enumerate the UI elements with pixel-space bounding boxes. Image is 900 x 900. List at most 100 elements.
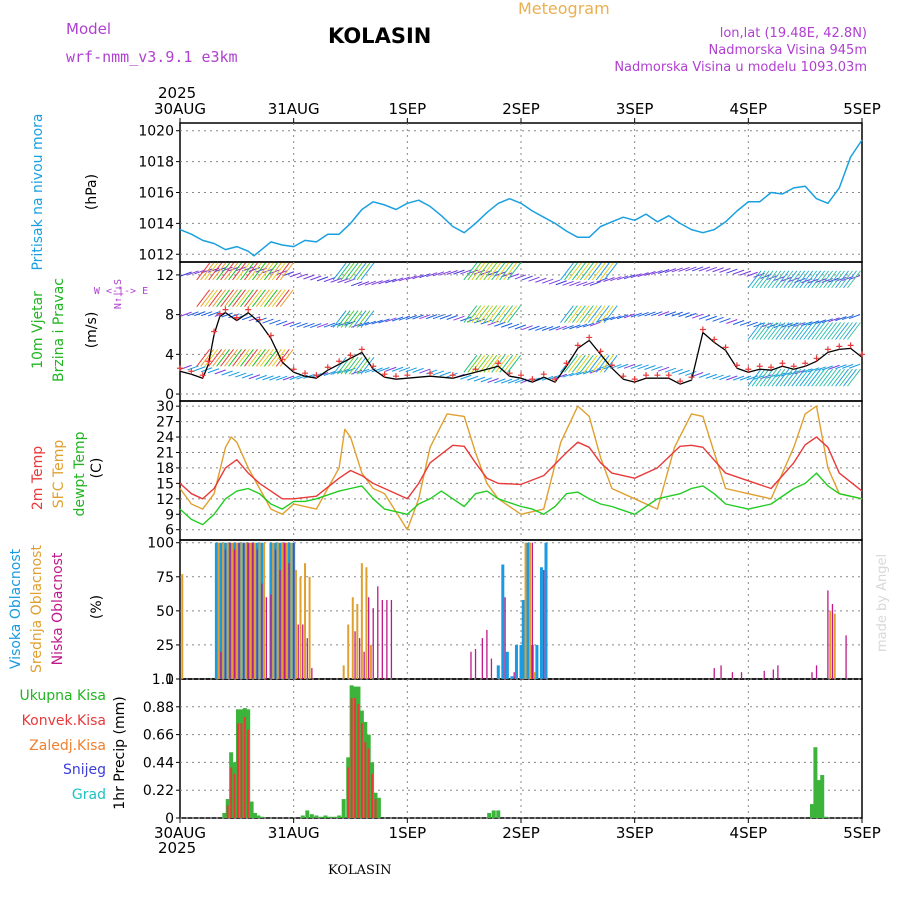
wind-barb (439, 371, 452, 377)
wind-gust-barb (216, 262, 231, 281)
model-name: wrf-nmm_v3.9.1 e3km (66, 48, 238, 66)
wind-barb (562, 325, 574, 331)
wind-gust-barb (795, 270, 810, 289)
cloud-bar-mid (351, 597, 354, 679)
wind-barb (351, 281, 363, 287)
cloud-bar-low (731, 672, 734, 679)
wind-barb (412, 367, 424, 373)
wind-gust-barb (783, 322, 798, 340)
wind-gust-barb (228, 262, 242, 281)
wind-barb (494, 321, 506, 327)
cloud-bar-low (256, 549, 258, 679)
wind-barb (732, 320, 745, 325)
wind-gust-barb (279, 289, 294, 308)
wind-gust-barb (479, 354, 494, 373)
lonlat-text: lon,lat (19.48E, 42.8N) (720, 26, 867, 41)
wind-barb (555, 325, 567, 331)
precip-total-bar (323, 815, 328, 818)
wind-gust-barb (819, 322, 834, 340)
precip-total-bar (249, 801, 254, 818)
precip-total-bar (813, 747, 818, 818)
precip-total-bar (823, 816, 828, 818)
wind-gust-barb (479, 305, 494, 323)
cloud-bar-mid (226, 542, 229, 679)
wind-barb (405, 367, 417, 373)
cloud-bar-low (777, 665, 779, 679)
wind-gust-barb (204, 289, 219, 308)
y-tick-label: 0.22 (143, 783, 174, 799)
wind-gust-barb (360, 310, 375, 328)
wind-gust-barb (463, 305, 478, 323)
hail-label: Grad (72, 787, 106, 803)
station-title: KOLASIN (328, 24, 431, 48)
wind-barb (739, 320, 752, 326)
precip-total-bar (341, 799, 346, 818)
precip-total-bar (809, 804, 814, 818)
wind-barb (807, 367, 820, 373)
wind-gust-barb (783, 270, 798, 289)
wind-gust-barb (487, 354, 502, 373)
y-tick-label: 0 (165, 672, 174, 688)
cloud-bar-high (510, 676, 514, 679)
wind-barb (589, 281, 602, 287)
wind-barb (569, 281, 581, 287)
wind-barb (398, 366, 411, 372)
wind-barb (698, 373, 711, 378)
wind-gust-barb (344, 310, 359, 328)
wind-gust-marker (699, 326, 706, 333)
precip-conv-bar (240, 723, 243, 818)
wind-barb (637, 311, 649, 317)
wind-compass-legend: W <-|-> E (94, 286, 148, 297)
wind-gust-marker (563, 360, 570, 367)
wind-gust-barb (823, 322, 838, 340)
x-tick-label-top: 1SEP (389, 100, 427, 118)
wind-barb (187, 311, 199, 317)
precip-total-bar (309, 814, 314, 818)
wind-barb (698, 266, 711, 272)
wind-barb (385, 317, 397, 323)
wind-barb (514, 324, 527, 330)
x-tick-label-bottom: 1SEP (389, 824, 427, 842)
wind-barb (637, 364, 649, 370)
wind-gust-barb (212, 349, 227, 367)
wind-barb (248, 374, 261, 380)
cloud-bar-mid (235, 542, 238, 679)
wind-gust-barb (232, 289, 246, 308)
wind-barb (460, 316, 472, 322)
wind-barb (194, 311, 206, 317)
cloud-bar-high (539, 567, 543, 679)
wind-barb (528, 276, 540, 282)
cloud-bar-mid (222, 542, 225, 679)
wind-barb (801, 368, 813, 374)
pressure-line (179, 139, 863, 257)
wind-gust-marker (529, 376, 536, 383)
wind-gust-marker (205, 358, 212, 365)
y-tick-label: 12 (156, 492, 174, 508)
wind-gust-barb (791, 270, 806, 289)
wind-barb (664, 268, 677, 274)
wind-gust-barb (747, 322, 762, 340)
wind-barb (419, 368, 431, 374)
wind-gust-marker (427, 370, 434, 377)
wind-gust-marker (324, 364, 331, 371)
wind-ylabel-1: 10m Vjetar (30, 291, 46, 369)
wind-barb (180, 311, 192, 317)
wind-barb (657, 311, 670, 317)
cloud-bar-mid (272, 542, 275, 679)
wind-barb (651, 269, 663, 275)
wind-gust-barb (248, 262, 262, 281)
cloud-bar-low (831, 604, 834, 679)
wind-barb (842, 363, 854, 369)
wind-gust-marker (540, 371, 547, 378)
wind-barb (275, 375, 288, 381)
cloud-bar-high (526, 542, 530, 679)
wind-gust-barb (815, 368, 830, 387)
wind-barb (371, 367, 383, 373)
wind-barb (821, 278, 833, 283)
wind-gust-barb (200, 262, 215, 281)
wind-gust-barb (843, 322, 857, 340)
wind-gust-barb (467, 305, 482, 323)
y-tick-label: 18 (156, 461, 174, 477)
wind-barb (637, 272, 649, 278)
wind-gust-marker (358, 346, 365, 353)
